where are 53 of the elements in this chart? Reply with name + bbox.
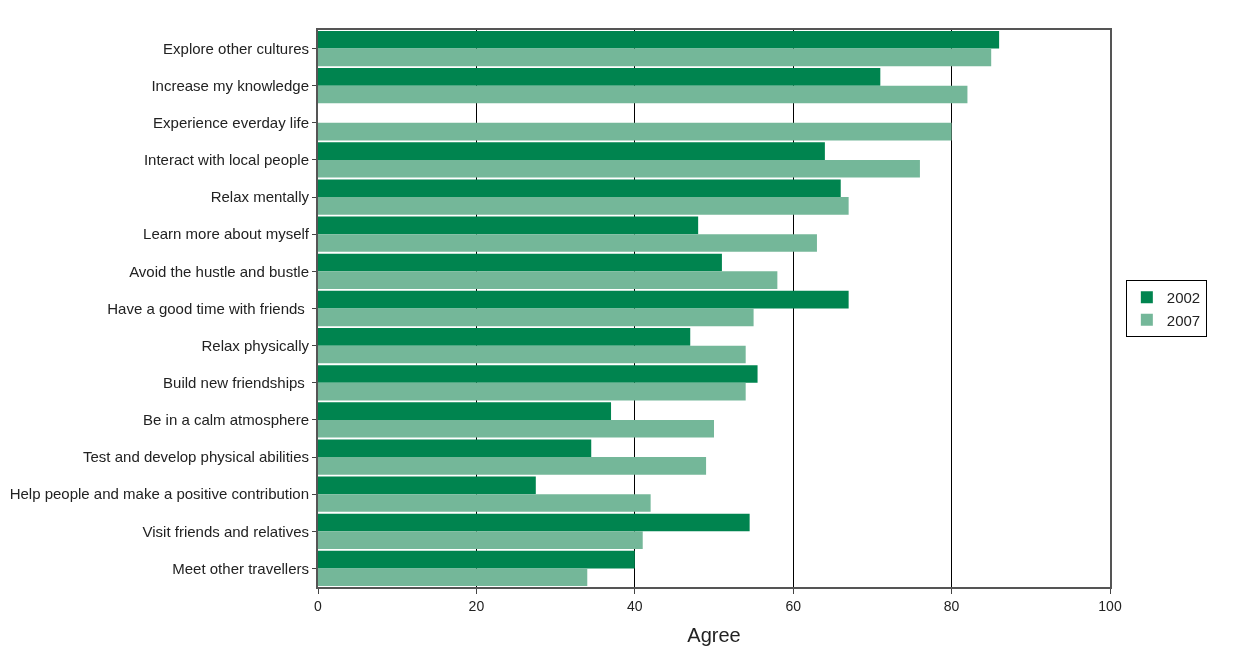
x-tick-label: 80 xyxy=(943,597,960,614)
bar xyxy=(318,419,714,438)
bar xyxy=(318,122,952,141)
x-axis-title: Agree xyxy=(687,623,741,646)
bar xyxy=(318,531,643,549)
bar xyxy=(318,550,635,569)
bar xyxy=(318,142,825,160)
y-tick-label: Meet other travellers xyxy=(172,559,309,577)
bar xyxy=(318,48,992,67)
bar xyxy=(318,271,778,290)
bar xyxy=(318,476,536,495)
bar xyxy=(318,457,707,475)
bar xyxy=(318,382,746,401)
bar xyxy=(318,68,881,86)
y-tick-label: Relax mentally xyxy=(210,188,310,206)
y-tick-label: Build new friendships xyxy=(163,374,309,392)
x-tick-label: 0 xyxy=(314,597,323,614)
y-tick-label: Increase my knowledge xyxy=(151,76,309,94)
bar xyxy=(318,30,1000,49)
legend-label: 2002 xyxy=(1166,289,1201,307)
x-tick-label: 60 xyxy=(785,597,802,614)
y-tick-label: Avoid the hustle and bustle xyxy=(129,262,309,280)
bar xyxy=(318,328,691,346)
bar xyxy=(318,179,841,198)
bar xyxy=(318,402,612,420)
bar xyxy=(318,568,588,587)
bar xyxy=(318,197,849,215)
bar xyxy=(318,513,750,532)
x-tick-label: 40 xyxy=(627,597,643,614)
bar xyxy=(318,345,746,364)
y-tick-label: Help people and make a positive contribution xyxy=(9,485,309,503)
y-tick-label: Relax physically xyxy=(201,336,310,354)
y-tick-label: Learn more about myself xyxy=(143,225,310,243)
bar xyxy=(318,494,651,512)
x-tick-label: 20 xyxy=(468,597,485,614)
bar xyxy=(318,290,849,309)
x-tick-label: 100 xyxy=(1098,597,1122,614)
bar xyxy=(318,159,920,178)
y-tick-label: Have a good time with friends xyxy=(107,299,309,317)
legend-label: 2007 xyxy=(1166,311,1201,329)
y-tick-label: Explore other cultures xyxy=(163,39,309,57)
bar xyxy=(318,253,722,272)
bar xyxy=(318,439,592,458)
y-tick-label: Experience everday life xyxy=(153,114,309,132)
bar xyxy=(318,234,817,252)
bar xyxy=(318,216,699,235)
y-tick-label: Be in a calm atmosphere xyxy=(143,411,309,429)
y-tick-label: Interact with local people xyxy=(143,151,309,169)
y-tick-label: Test and develop physical abilities xyxy=(83,448,309,466)
bar xyxy=(318,365,758,383)
bar xyxy=(318,85,968,104)
bar xyxy=(318,308,754,327)
y-tick-label: Visit friends and relatives xyxy=(142,522,309,540)
